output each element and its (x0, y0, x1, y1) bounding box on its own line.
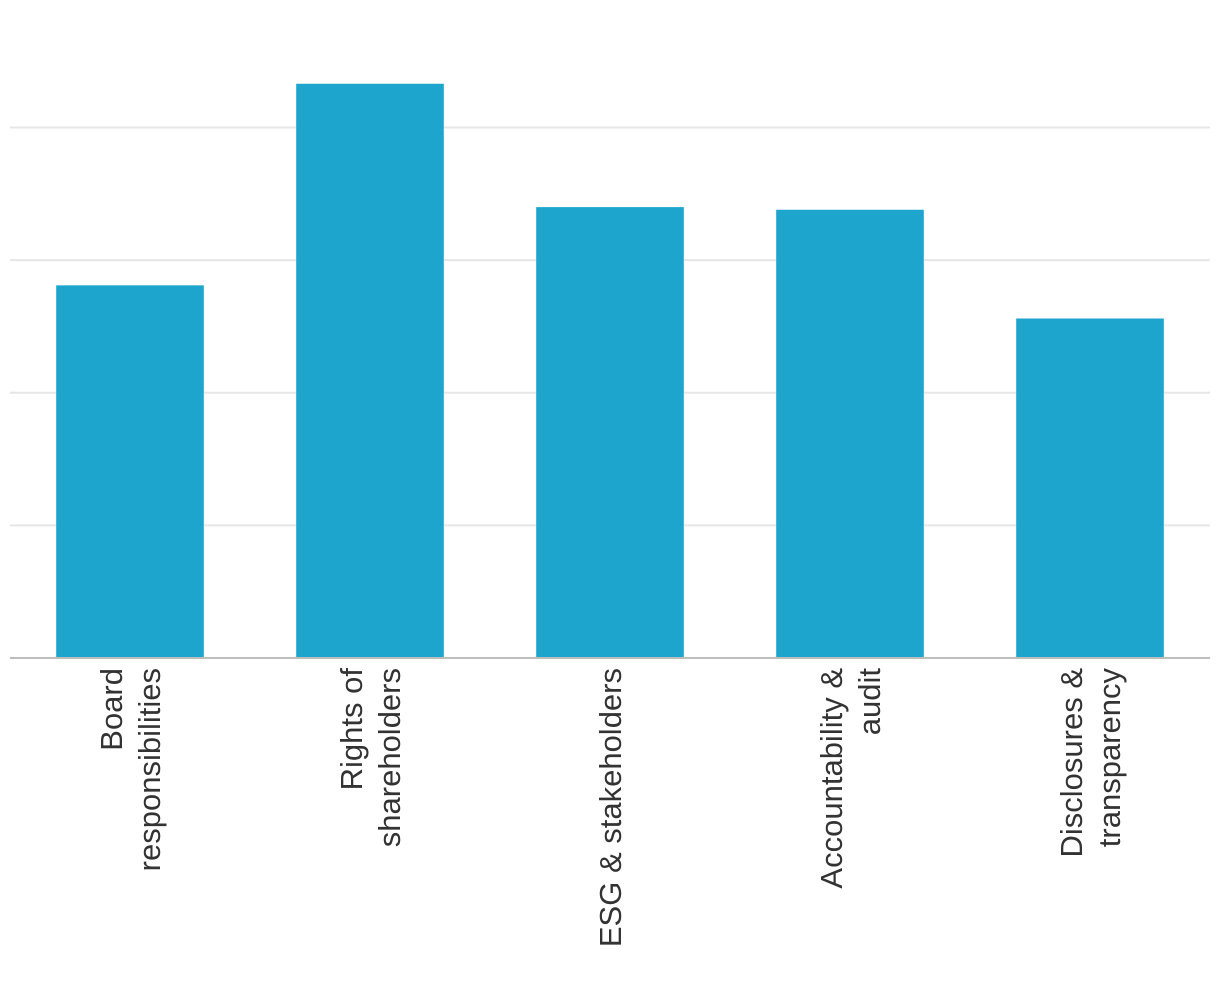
x-tick-label-4: Accountability & audit (814, 668, 887, 889)
x-tick-label-line: shareholders (372, 668, 407, 847)
x-tick-label-line: Disclosures & (1054, 668, 1089, 858)
x-tick-label-line: Rights of (334, 668, 369, 791)
bar-1 (56, 285, 204, 658)
bar-5 (1016, 318, 1164, 658)
bar-3 (536, 207, 684, 659)
x-tick-label-2: Rights of shareholders (334, 668, 407, 848)
x-tick-label-line: Accountability & (814, 668, 849, 889)
x-tick-label-line: ESG & stakeholders (593, 668, 628, 947)
x-tick-label-line: responsibilities (132, 668, 167, 871)
x-tick-label-line: transparency (1092, 668, 1127, 848)
bar-2 (296, 83, 444, 659)
x-tick-label-5: Disclosures & transparency (1054, 668, 1127, 858)
x-tick-label-1: Board responsibilities (94, 668, 167, 871)
x-tick-labels: Board responsibilities Rights of shareholde… (94, 668, 1127, 948)
x-tick-label-3: ESG & stakeholders (593, 668, 628, 947)
x-tick-label-line: Board (94, 668, 129, 751)
x-tick-label-line: audit (852, 668, 887, 736)
bar-4 (776, 209, 924, 658)
bars (56, 83, 1164, 659)
